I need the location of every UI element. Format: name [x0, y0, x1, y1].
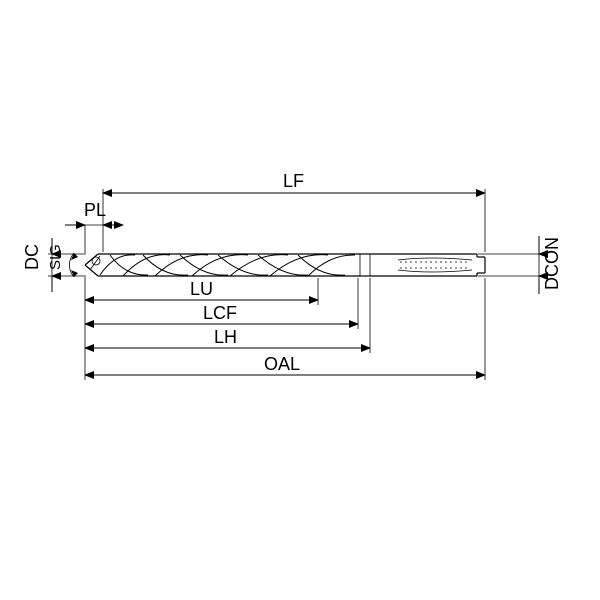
dim-oal: OAL: [85, 354, 485, 375]
drill-body: [85, 254, 485, 276]
label-oal: OAL: [264, 354, 300, 374]
label-lu: LU: [190, 279, 213, 299]
label-lcf: LCF: [203, 303, 237, 323]
flutes: [100, 255, 355, 276]
dim-lcf: LCF: [85, 303, 358, 324]
label-dcon: DCON: [542, 237, 562, 290]
drill-dimension-diagram: PL LF LU LCF LH OAL: [0, 0, 600, 600]
dim-dcon: DCON: [539, 236, 562, 294]
extension-lines: [85, 189, 544, 380]
label-sig: SIG: [47, 244, 64, 270]
dim-lh: LH: [85, 327, 370, 348]
dim-lu: LU: [85, 279, 318, 300]
dim-lf: LF: [103, 171, 485, 193]
label-lf: LF: [283, 171, 304, 191]
label-lh: LH: [214, 327, 237, 347]
label-pl: PL: [84, 200, 106, 220]
dim-pl: PL: [65, 200, 123, 225]
shank-texture: [398, 258, 472, 272]
label-dc: DC: [22, 244, 42, 270]
